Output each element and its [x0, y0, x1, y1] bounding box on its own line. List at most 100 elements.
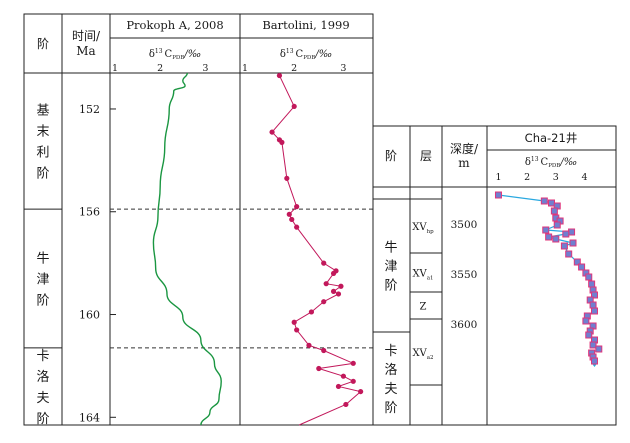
left-table: 阶 时间/ Ma Prokoph A, 2008 Bartolini, 1999…	[23, 13, 374, 427]
bartolini-point-22	[321, 347, 327, 354]
bartolini-point-24	[316, 365, 322, 372]
bartolini-point-1	[291, 103, 297, 110]
bartolini-x-tick-1: 1	[242, 63, 248, 74]
bartolini-point-16	[335, 291, 342, 297]
left-stage-0-char-3: 阶	[36, 167, 49, 182]
bartolini-point-9	[294, 224, 300, 230]
time-tick-label-152: 152	[79, 103, 100, 116]
cha21-point-13	[569, 239, 577, 247]
bartolini-header: Bartolini, 1999	[262, 18, 349, 32]
bartolini-point-5	[284, 175, 290, 181]
bartolini-point-28	[358, 388, 364, 395]
depth-axis: 3500 3550 3600	[451, 219, 478, 331]
cha21-point-8	[542, 226, 550, 234]
time-tick-label-156: 156	[79, 206, 100, 219]
cha21-point-22	[591, 291, 598, 299]
bartolini-point-23	[350, 360, 356, 366]
left-col-time-header: 时间/	[72, 29, 101, 43]
depth-tick-label-3600: 3600	[451, 319, 478, 331]
bartolini-point-25	[340, 373, 346, 379]
layer-label-2: Z	[420, 302, 427, 313]
bartolini-plot	[269, 72, 364, 426]
left-stage-2-char-1: 洛	[36, 370, 49, 385]
right-stage-0-char-1: 津	[384, 260, 397, 275]
cha21-point-24	[589, 301, 597, 309]
cha21-x-tick-2: 2	[524, 172, 530, 183]
right-col-stage-header: 阶	[385, 149, 397, 163]
right-stage-0-char-0: 牛	[384, 241, 397, 256]
bartolini-x-tick-3: 3	[340, 63, 346, 74]
cha21-point-4	[550, 207, 558, 215]
right-stage-0-char-2: 阶	[384, 279, 397, 294]
left-stage-1-char-0: 牛	[36, 252, 49, 267]
cha21-point-0	[494, 191, 502, 199]
bartolini-point-8	[289, 216, 295, 223]
layer-label-3: XVa2	[412, 348, 433, 361]
prokoph-axis-label: δ13 CPDB/‰	[149, 48, 201, 61]
left-stage-2-char-2: 夫	[36, 391, 49, 406]
stage-boundaries	[24, 208, 373, 349]
left-stage-2-char-3: 阶	[36, 412, 49, 427]
cha21-x-tick-4: 4	[581, 172, 587, 183]
cha21-axis-label: δ13 CPDB/‰	[525, 156, 577, 169]
layer-label-0: XVhp	[412, 222, 434, 235]
bartolini-tail-line	[298, 403, 347, 426]
bartolini-x-tick-2: 2	[291, 63, 297, 74]
left-stage-0-char-2: 利	[36, 146, 49, 161]
cha21-x-tick-1: 1	[495, 172, 501, 183]
cha21-point-19	[585, 273, 593, 281]
bartolini-axis-label: δ13 CPDB/‰	[280, 48, 332, 61]
right-stage-1-char-1: 洛	[384, 363, 397, 378]
cha21-point-9	[568, 228, 576, 236]
cha21-point-1	[540, 197, 548, 205]
cha21-point-32	[589, 341, 597, 349]
time-tick-label-160: 160	[79, 309, 100, 322]
prokoph-x-tick-2: 2	[157, 63, 163, 74]
right-table-border	[372, 125, 617, 426]
right-stage-1-char-2: 夫	[384, 382, 397, 397]
bartolini-series-line	[271, 75, 362, 405]
cha21-header: Cha-21井	[525, 131, 578, 145]
cha21-point-33	[595, 345, 603, 353]
cha21-point-30	[585, 331, 593, 339]
cha21-point-25	[591, 307, 598, 315]
depth-tick-label-3550: 3550	[451, 269, 478, 281]
layer-column: XVhp XVa1 Z XVa2	[410, 198, 442, 386]
cha21-point-10	[562, 230, 570, 238]
cha21-point-27	[582, 317, 590, 325]
bartolini-point-29	[343, 401, 349, 408]
left-stage-1-char-1: 津	[36, 273, 49, 288]
cha21-point-16	[573, 258, 581, 266]
bartolini-point-18	[308, 309, 315, 315]
bartolini-point-27	[335, 383, 342, 390]
bartolini-point-2	[269, 129, 275, 135]
bartolini-point-14	[338, 283, 344, 289]
right-stage-1-char-0: 卡	[384, 344, 397, 359]
prokoph-x-tick-3: 3	[202, 63, 208, 74]
right-stage-1-char-3: 阶	[384, 401, 397, 416]
right-col-depth-header: 深度/	[450, 141, 479, 156]
cha21-point-7	[553, 221, 561, 229]
prokoph-header: Prokoph A, 2008	[126, 18, 223, 32]
cha21-point-11	[545, 233, 553, 241]
bartolini-point-19	[291, 319, 297, 325]
layer-label-1: XVa1	[412, 269, 433, 282]
right-x-ticks: 1 2 3 4	[495, 172, 587, 183]
left-col-stage-header: 阶	[37, 37, 49, 51]
bartolini-point-13	[323, 281, 329, 287]
time-axis: 152 156 160 164	[79, 103, 116, 424]
cha21-point-14	[560, 242, 568, 250]
prokoph-plot	[152, 72, 222, 426]
bartolini-point-21	[306, 342, 312, 348]
cha21-point-20	[588, 280, 596, 288]
right-col-layer-header: 层	[420, 149, 432, 163]
prokoph-series-line	[152, 72, 222, 426]
left-col-time-unit: Ma	[76, 44, 95, 58]
cha21-point-36	[591, 357, 598, 365]
cha21-x-tick-3: 3	[553, 172, 559, 183]
cha21-plot	[494, 191, 603, 367]
